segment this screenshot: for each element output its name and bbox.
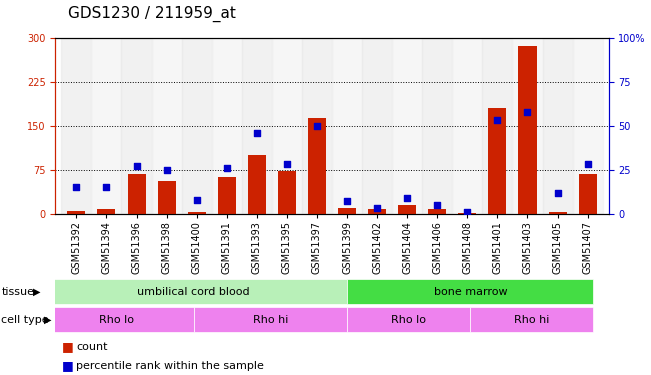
Bar [122,38,152,214]
Point [132,163,142,169]
Bar [40,279,348,304]
Text: Rho lo: Rho lo [391,315,426,325]
Bar [348,279,593,304]
Text: ■: ■ [62,340,74,353]
Bar [98,209,115,214]
Bar [152,38,182,214]
Text: ▶: ▶ [44,315,51,325]
Bar [248,155,266,214]
Text: percentile rank within the sample: percentile rank within the sample [76,361,264,370]
Bar [308,118,326,214]
Point [583,161,593,167]
Point [221,165,232,171]
Bar [452,38,482,214]
Bar [458,213,477,214]
Text: ■: ■ [62,359,74,372]
Bar [398,205,416,214]
Bar [573,38,603,214]
Point [432,202,443,208]
Text: umbilical cord blood: umbilical cord blood [137,286,250,297]
Bar [128,174,146,214]
Bar [187,212,206,214]
Point [462,209,473,215]
Bar [217,177,236,214]
Point [71,184,81,190]
Bar [61,38,91,214]
Text: Rho lo: Rho lo [100,315,134,325]
Text: count: count [76,342,107,352]
Bar [579,174,597,214]
Text: ▶: ▶ [33,286,40,297]
Point [282,161,292,167]
Point [342,198,352,204]
Bar [542,38,573,214]
Bar [518,46,536,214]
Text: GDS1230 / 211959_at: GDS1230 / 211959_at [68,6,236,22]
Bar [278,171,296,214]
Point [312,123,322,129]
Bar [392,38,422,214]
Bar [422,38,452,214]
Bar [212,38,242,214]
Bar [302,38,332,214]
Bar [512,38,542,214]
Bar [338,208,356,214]
Bar [470,307,593,332]
Point [522,108,533,114]
Point [102,184,112,190]
Bar [182,38,212,214]
Bar [194,307,348,332]
Text: Rho hi: Rho hi [514,315,549,325]
Text: cell type: cell type [1,315,49,325]
Point [492,117,503,123]
Point [191,196,202,202]
Bar [549,212,566,214]
Text: Rho hi: Rho hi [253,315,288,325]
Point [161,166,172,172]
Bar [67,211,85,214]
Point [552,190,562,196]
Bar [91,38,122,214]
Bar [242,38,272,214]
Bar [482,38,512,214]
Bar [332,38,362,214]
Bar [362,38,392,214]
Bar [368,209,386,214]
Point [252,130,262,136]
Point [372,206,382,212]
Bar [348,307,470,332]
Bar [158,182,176,214]
Text: tissue: tissue [1,286,35,297]
Bar [428,209,447,214]
Text: bone marrow: bone marrow [434,286,507,297]
Bar [488,108,506,214]
Point [402,195,412,201]
Bar [40,307,194,332]
Bar [272,38,302,214]
